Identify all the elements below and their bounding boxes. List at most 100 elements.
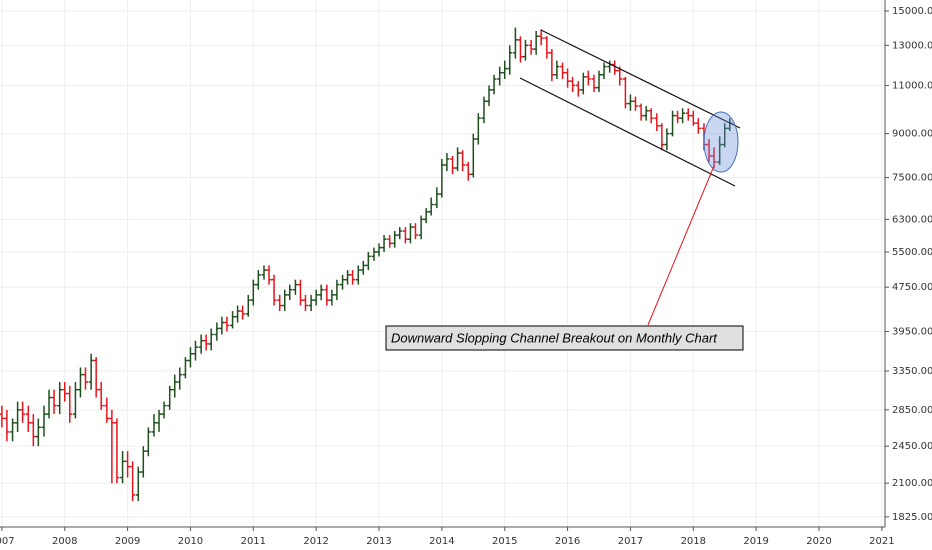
x-tick-label: 2021 <box>869 536 894 547</box>
ohlc-bar <box>670 110 676 137</box>
ohlc-bar <box>664 128 670 151</box>
ohlc-bar <box>659 123 665 151</box>
ohlc-bar <box>533 30 539 55</box>
ohlc-bar <box>156 409 162 432</box>
ohlc-bar <box>308 294 314 312</box>
ohlc-bar <box>167 385 173 410</box>
ohlc-bar <box>62 382 68 402</box>
ohlc-bar <box>10 418 16 442</box>
grid <box>0 0 885 527</box>
ohlc-bar <box>376 243 382 257</box>
ohlc-bar <box>450 156 456 175</box>
ohlc-bar <box>371 247 377 261</box>
ohlc-bar <box>208 328 214 351</box>
x-tick-label: 2007 <box>0 536 15 547</box>
x-tick-label: 2016 <box>555 536 580 547</box>
ohlc-bar <box>297 279 303 306</box>
y-tick-label: 15000.00 <box>892 6 932 17</box>
ohlc-bar <box>230 311 236 329</box>
y-tick-label: 2100.00 <box>892 478 932 489</box>
ohlc-bar <box>365 251 371 271</box>
y-tick-label: 9000.00 <box>892 129 932 140</box>
ohlc-bar <box>507 45 513 75</box>
ohlc-bar <box>517 36 523 63</box>
ohlc-bar <box>345 270 351 285</box>
ohlc-bar <box>135 466 141 502</box>
x-tick-label: 2011 <box>241 536 266 547</box>
y-tick-label: 5500.00 <box>892 247 932 258</box>
ohlc-bar <box>470 133 476 178</box>
ohlc-bar <box>125 451 131 478</box>
ohlc-bar <box>145 427 151 457</box>
ohlc-bar <box>261 265 267 280</box>
ohlc-bar <box>266 265 272 285</box>
ohlc-bar <box>340 274 346 290</box>
ohlc-bar <box>46 389 52 419</box>
x-tick-label: 2019 <box>743 536 768 547</box>
ohlc-bar <box>72 382 78 419</box>
ohlc-bar <box>554 60 560 79</box>
ohlc-bar <box>465 161 471 181</box>
ohlc-bar <box>423 208 429 224</box>
ohlc-bar <box>397 227 403 240</box>
y-tick-label: 6300.00 <box>892 214 932 225</box>
ohlc-bar <box>255 270 261 290</box>
ohlc-bar <box>198 334 204 354</box>
ohlc-bar <box>334 279 340 301</box>
ohlc-bar <box>20 401 26 423</box>
ohlc-bar <box>172 374 178 398</box>
ohlc-bar <box>486 85 492 106</box>
x-tick-label: 2015 <box>492 536 517 547</box>
ohlc-bar <box>444 153 450 172</box>
ohlc-bar <box>455 147 461 172</box>
x-tick-label: 2010 <box>178 536 203 547</box>
ohlc-bar <box>130 461 136 502</box>
channel-lower <box>519 77 736 187</box>
y-tick-label: 7500.00 <box>892 172 932 183</box>
ohlc-bar <box>30 414 36 447</box>
ohlc-bar <box>632 96 638 111</box>
ohlc-bar <box>690 110 696 126</box>
ohlc-bar <box>277 294 283 312</box>
ohlc-bar <box>418 215 424 240</box>
y-tick-label: 2450.00 <box>892 441 932 452</box>
ohlc-bar <box>140 446 146 478</box>
ohlc-bar <box>302 294 308 312</box>
ohlc-bar <box>680 108 686 124</box>
ohlc-bar <box>412 223 418 240</box>
ohlc-bar <box>428 197 434 216</box>
ohlc-bar <box>549 49 555 82</box>
ohlc-bar <box>575 81 581 97</box>
ohlc-bar <box>324 284 330 306</box>
ohlc-bar <box>35 418 41 447</box>
ohlc-bar <box>88 353 94 390</box>
ohlc-bar <box>612 60 618 75</box>
y-tick-label: 3950.00 <box>892 326 932 337</box>
ohlc-bar <box>585 70 591 86</box>
ohlc-bar <box>711 147 717 169</box>
x-tick-label: 2017 <box>618 536 643 547</box>
ohlc-bar <box>250 279 256 306</box>
ohlc-bar <box>695 118 701 134</box>
ohlc-bar <box>402 227 408 244</box>
ohlc-bar <box>560 62 566 79</box>
ohlc-bar <box>214 322 220 341</box>
ohlc-bar <box>497 66 503 86</box>
ohlc-bar <box>77 367 83 398</box>
ohlc-bar <box>4 409 10 442</box>
ohlc-bar <box>460 150 466 172</box>
y-tick-label: 4750.00 <box>892 282 932 293</box>
x-tick-label: 2012 <box>303 536 328 547</box>
ohlc-bar <box>544 36 550 59</box>
ohlc-bar <box>360 260 366 275</box>
x-tick-label: 2009 <box>115 536 140 547</box>
annotation-text: Downward Slopping Channel Breakout on Mo… <box>391 330 718 345</box>
ohlc-bar <box>706 139 712 162</box>
ohlc-bar <box>245 294 251 317</box>
ohlc-bar <box>522 39 528 61</box>
ohlc-bar <box>287 284 293 301</box>
ohlc-bar <box>638 103 644 121</box>
ohlc-bar <box>538 29 544 46</box>
ohlc-bar <box>182 357 188 379</box>
